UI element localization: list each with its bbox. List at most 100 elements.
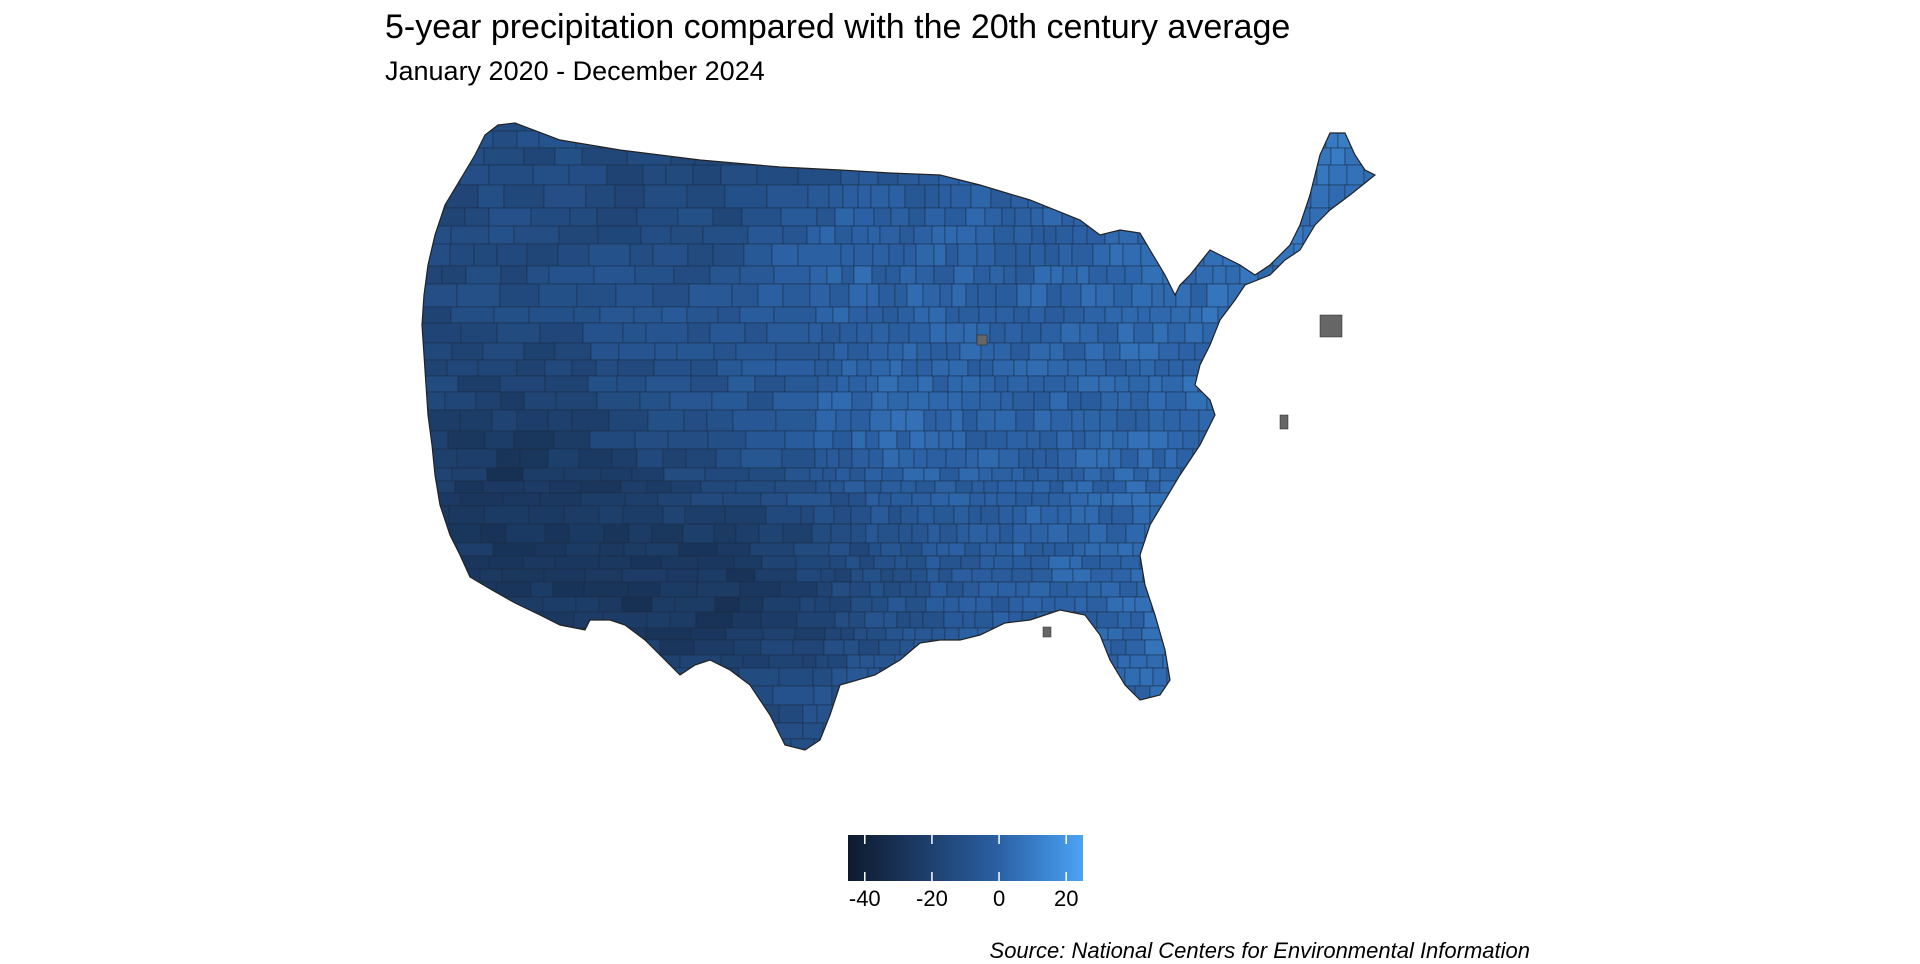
- county-cell: [735, 342, 777, 361]
- county-cell: [422, 243, 451, 267]
- county-cell: [1351, 639, 1373, 656]
- county-cell: [1208, 568, 1231, 583]
- county-cell: [1412, 569, 1424, 582]
- county-cell: [704, 467, 750, 482]
- county-cell: [483, 147, 525, 166]
- county-cell: [1001, 207, 1016, 227]
- county-cell: [915, 265, 935, 285]
- county-cell: [1137, 306, 1151, 324]
- county-cell: [1110, 751, 1128, 767]
- county-cell: [1270, 184, 1285, 209]
- county-cell: [799, 596, 816, 613]
- county-cell: [850, 505, 872, 525]
- county-cell: [1074, 596, 1088, 613]
- county-cell: [1188, 147, 1204, 166]
- county-cell: [1233, 667, 1252, 687]
- county-cell: [1057, 654, 1072, 669]
- county-cell: [897, 164, 920, 186]
- county-cell: [1383, 148, 1396, 165]
- county-cell: [1094, 667, 1108, 687]
- county-cell: [999, 523, 1014, 544]
- county-cell: [1490, 506, 1506, 524]
- county-cell: [1142, 568, 1158, 583]
- county-cell: [833, 505, 852, 525]
- county-cell: [1468, 266, 1487, 284]
- county-cell: [1310, 704, 1330, 724]
- county-cell: [1247, 505, 1261, 525]
- county-cell: [1268, 448, 1284, 469]
- county-cell: [903, 243, 917, 267]
- county-cell: [1185, 639, 1202, 656]
- county-cell: [773, 265, 811, 285]
- county-cell: [1241, 568, 1257, 583]
- county-cell: [1359, 467, 1375, 482]
- county-cell: [914, 786, 934, 795]
- county-cell: [965, 283, 979, 308]
- county-cell: [669, 391, 713, 411]
- county-cell: [1348, 409, 1366, 432]
- county-cell: [900, 480, 917, 494]
- county-cell: [1125, 523, 1146, 544]
- county-cell: [1187, 568, 1210, 583]
- county-cell: [456, 542, 494, 557]
- county-cell: [833, 130, 855, 149]
- county-cell: [1218, 542, 1236, 557]
- county-cell: [771, 243, 799, 267]
- county-cell: [978, 581, 999, 598]
- county-cell: [1448, 640, 1467, 655]
- source-note: Source: National Centers for Environment…: [989, 938, 1530, 963]
- county-cell: [911, 492, 932, 507]
- county-cell: [475, 391, 502, 411]
- county-cell: [1474, 284, 1491, 307]
- county-cell: [735, 523, 760, 544]
- county-cell: [630, 555, 662, 570]
- county-cell: [1467, 481, 1486, 493]
- county-cell: [1128, 375, 1150, 393]
- county-cell: [1354, 722, 1374, 740]
- county-cell: [1295, 704, 1312, 724]
- county-cell: [1147, 467, 1161, 482]
- county-cell: [899, 265, 917, 285]
- county-cell: [1211, 627, 1229, 641]
- county-cell: [1354, 265, 1369, 285]
- county-cell: [556, 685, 595, 706]
- county-cell: [1104, 306, 1123, 324]
- county-cell: [641, 654, 681, 669]
- county-cell: [1107, 627, 1124, 641]
- county-cell: [701, 123, 726, 132]
- county-cell: [1056, 430, 1074, 450]
- county-cell: [1190, 243, 1205, 267]
- county-cell: [1298, 492, 1320, 507]
- county-cell: [944, 225, 958, 245]
- county-cell: [899, 639, 915, 656]
- county-cell: [877, 523, 900, 544]
- county-cell: [1077, 375, 1100, 393]
- county-cell: [593, 265, 636, 285]
- county-cell: [1203, 225, 1225, 245]
- county-cell: [842, 751, 860, 767]
- county-cell: [998, 448, 1020, 469]
- county-cell: [445, 184, 479, 209]
- county-cell: [1277, 164, 1298, 186]
- county-cell: [1132, 738, 1152, 750]
- county-cell: [1434, 481, 1454, 493]
- county-cell: [798, 123, 834, 132]
- county-cell: [1217, 409, 1234, 432]
- county-cell: [482, 480, 525, 494]
- county-cell: [622, 322, 647, 344]
- county-cell: [961, 391, 981, 411]
- county-cell: [932, 375, 949, 393]
- county-cell: [816, 581, 833, 598]
- county-cell: [513, 225, 560, 245]
- legend-tick-label: 20: [1054, 886, 1078, 910]
- county-cell: [1114, 375, 1130, 393]
- county-cell: [422, 555, 456, 570]
- county-cell: [1371, 751, 1389, 767]
- county-cell: [1049, 342, 1065, 361]
- county-cell: [1146, 164, 1164, 186]
- county-cell: [1367, 243, 1375, 267]
- county-cell: [1084, 430, 1101, 450]
- county-cell: [1295, 581, 1312, 598]
- county-cell: [1255, 639, 1278, 656]
- county-cell: [1278, 492, 1300, 507]
